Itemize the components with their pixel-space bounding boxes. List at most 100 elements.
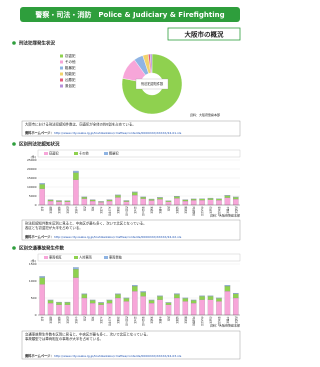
bar-segment	[148, 199, 155, 201]
bar-segment	[115, 293, 121, 295]
bar-segment	[148, 303, 155, 316]
bar-segment	[216, 198, 222, 201]
badge-box	[167, 27, 241, 41]
bar-segment	[39, 284, 45, 316]
badge: 大阪市の概況	[185, 30, 225, 39]
legend-label: その他	[65, 59, 76, 64]
bar-segment	[233, 297, 239, 316]
bar-segment	[199, 296, 205, 300]
note-line: 交通事故発生件数を区別に見ると、中央区が最も多く、次いで北区となっている。	[25, 332, 150, 337]
section-heading: 区別交通事故発生件数	[19, 245, 64, 252]
bar-segment	[199, 295, 205, 297]
note-line: 各区とも窃盗犯が大半を占めている。	[25, 225, 83, 230]
bar-segment	[132, 285, 138, 287]
x-tick-label: 東淀川区	[142, 207, 146, 217]
bar-segment	[132, 191, 138, 193]
x-tick-label: 都島区	[49, 207, 53, 215]
legend-label: 知能犯	[65, 71, 76, 76]
bar-segment	[157, 199, 163, 206]
bar-segment	[233, 293, 239, 299]
bar-segment	[56, 304, 62, 316]
bar-segment	[216, 200, 222, 206]
source-url: http://www.city.osaka.lg.jp/toshikeikaku…	[54, 131, 182, 135]
note-line: 刑法犯認知件数を区別に見ると、中央区が最も多く、次いで北区となっている。	[25, 221, 147, 226]
y-axis-label: (件)	[31, 154, 36, 159]
bar-segment	[174, 293, 180, 295]
bar-segment	[98, 202, 104, 206]
x-tick-label: 北区	[41, 207, 45, 212]
legend-box	[37, 253, 241, 262]
bar-segment	[157, 295, 163, 297]
bar-segment	[140, 296, 146, 316]
x-tick-label: 東成区	[150, 317, 154, 325]
bar-segment	[47, 199, 54, 202]
bar-segment	[89, 303, 96, 316]
heading-bullet	[12, 246, 16, 250]
legend-swatch	[60, 54, 63, 58]
x-tick-label: 西淀川区	[125, 207, 129, 217]
bar-segment	[39, 277, 45, 285]
bar-segment	[123, 201, 130, 206]
source-label: 資料ホームページ：	[24, 130, 54, 135]
bar-segment	[199, 200, 205, 206]
y-tick-label: 5000	[29, 194, 37, 198]
legend-swatch	[60, 72, 63, 76]
legend-swatch	[44, 152, 48, 155]
legend-swatch	[60, 78, 63, 82]
bar-segment	[98, 304, 104, 316]
bar-segment	[73, 179, 79, 206]
page: 警察・司法・消防 Police & Judiciary & Firefighti…	[12, 7, 241, 360]
bar-segment	[207, 199, 214, 206]
legend-label: 窃盗犯	[65, 53, 76, 58]
legend-swatch	[60, 84, 63, 88]
bar-segment	[148, 299, 155, 301]
bar-segment	[132, 192, 138, 196]
bar-segment	[106, 299, 113, 301]
section-heading: 区別刑法犯認知状況	[19, 141, 60, 148]
bar-segment	[182, 199, 189, 202]
legend-label: 窃盗犯	[49, 151, 59, 156]
bar-segment	[123, 297, 130, 299]
bar-segment	[106, 303, 113, 316]
bar-segment	[140, 291, 146, 293]
bar-segment	[174, 198, 180, 206]
bar-segment	[148, 200, 155, 206]
x-tick-label: 旭区	[167, 207, 171, 212]
bar-segment	[39, 183, 45, 185]
bar-segment	[207, 296, 214, 300]
x-tick-label: 西区	[83, 207, 87, 212]
legend-swatch	[104, 152, 108, 155]
bar-segment	[207, 198, 214, 200]
x-tick-label: 城東区	[175, 317, 179, 325]
bar-segment	[115, 297, 121, 316]
bar-segment	[39, 184, 45, 189]
note-box	[21, 330, 241, 360]
bar-segment	[233, 198, 239, 206]
x-tick-label: 阿倍野区	[192, 317, 196, 327]
y-tick-label: 0	[35, 203, 37, 207]
bar-segment	[207, 295, 214, 297]
x-tick-label: 浪速区	[116, 207, 120, 215]
bar-segment	[216, 301, 222, 316]
bar-segment	[157, 197, 163, 200]
bar-segment	[39, 188, 45, 206]
bar-segment	[174, 294, 180, 299]
bar-segment	[81, 197, 88, 199]
bar-segment	[182, 200, 189, 206]
bar-segment	[106, 300, 113, 304]
bar-segment	[123, 301, 130, 316]
source-url: http://www.city.osaka.lg.jp/toshikeikaku…	[54, 235, 182, 239]
bar-segment	[224, 286, 231, 292]
x-tick-label: 此花区	[66, 317, 70, 325]
bar-segment	[199, 299, 205, 316]
y-axis-label: (件)	[31, 258, 36, 263]
y-tick-label: 0	[35, 313, 37, 317]
note-line: 事故類型では車両相互の事故が大半を占めている。	[25, 336, 103, 341]
bar-segment	[89, 299, 96, 301]
x-tick-label: 西成区	[234, 317, 238, 325]
legend-box	[37, 149, 241, 158]
bar-segment	[174, 196, 180, 199]
bar-segment	[56, 201, 62, 206]
bar-segment	[140, 198, 146, 206]
source-label: 資料ホームページ：	[24, 234, 54, 239]
